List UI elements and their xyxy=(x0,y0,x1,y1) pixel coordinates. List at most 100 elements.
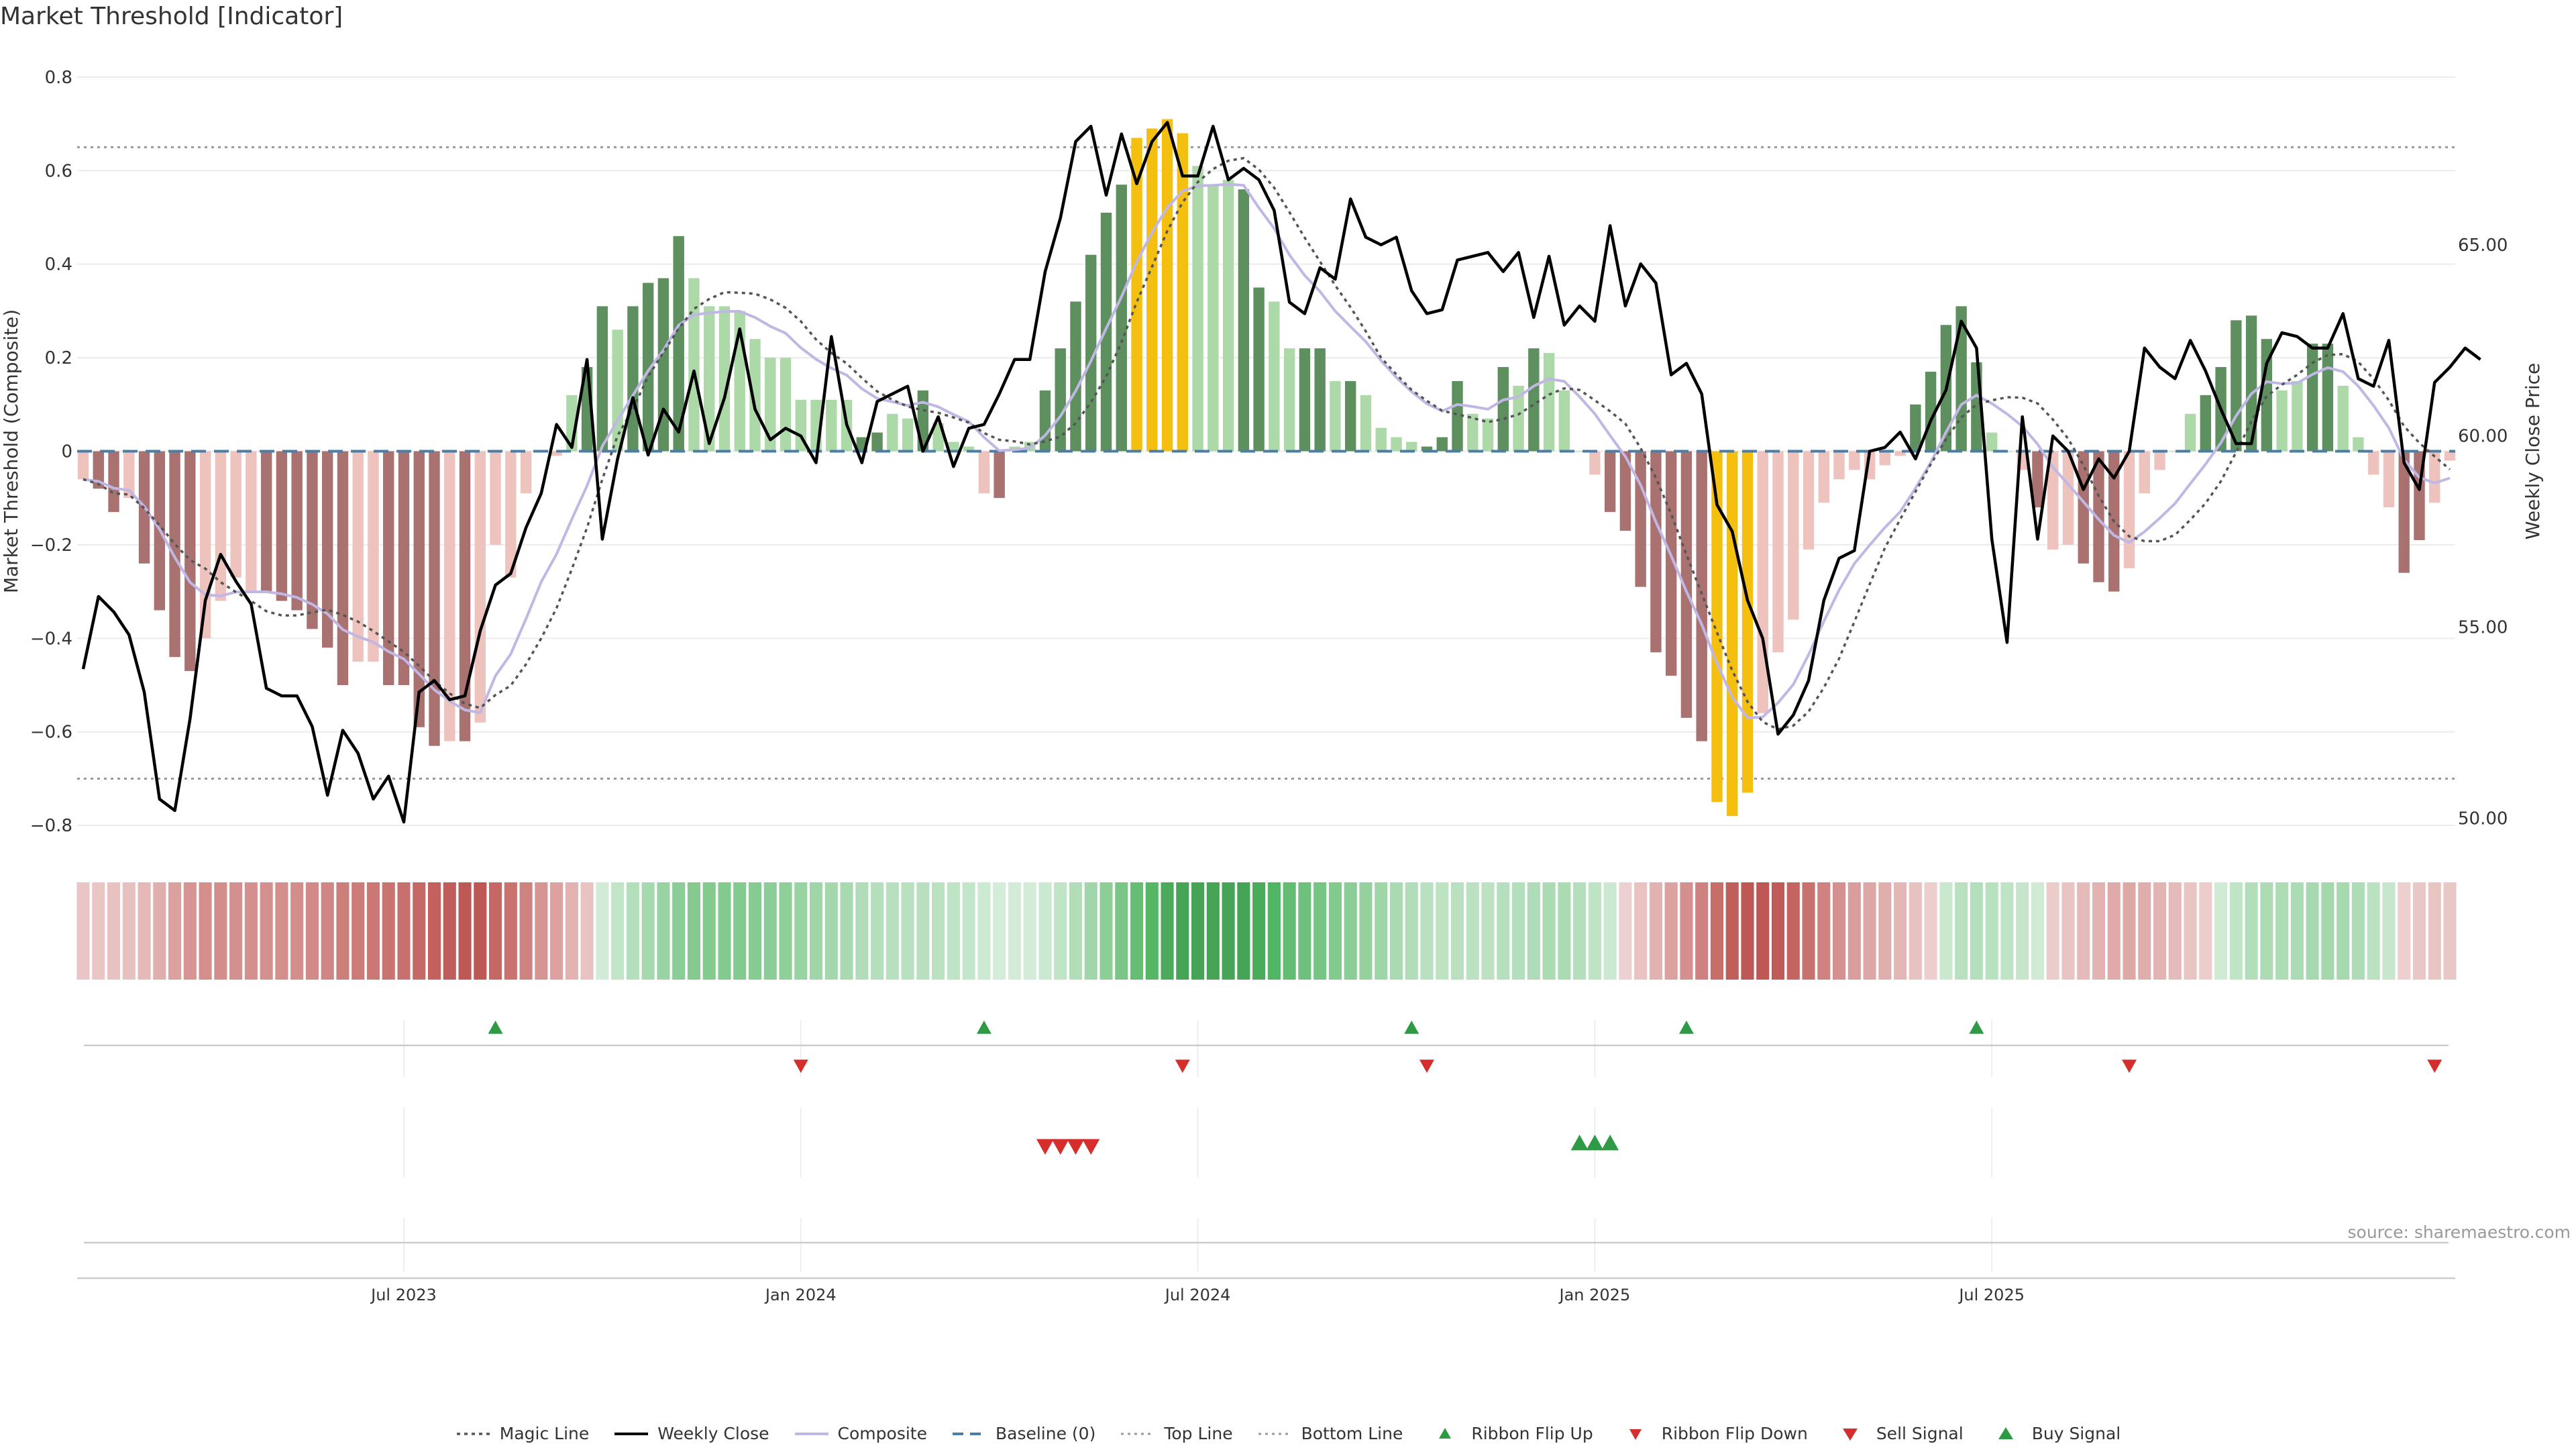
ribbon-segment xyxy=(2275,882,2289,980)
composite-bar xyxy=(1482,418,1494,452)
composite-bar xyxy=(413,451,425,727)
ribbon-flip-down-marker xyxy=(1175,1059,1190,1073)
ribbon-segment xyxy=(1283,882,1296,980)
legend-item: Ribbon Flip Down xyxy=(1617,1424,1808,1443)
ribbon-segment xyxy=(763,882,777,980)
ribbon-segment xyxy=(2168,882,2182,980)
composite-bar xyxy=(1208,185,1219,452)
ribbon-segment xyxy=(1099,882,1113,980)
ribbon-segment xyxy=(1588,882,1601,980)
ribbon-segment xyxy=(1084,882,1097,980)
ribbon-segment xyxy=(1955,882,1968,980)
ribbon-segment xyxy=(382,882,395,980)
composite-bar xyxy=(2032,451,2043,508)
ribbon-segment xyxy=(519,882,533,980)
ribbon-segment xyxy=(1237,882,1250,980)
legend-label: Buy Signal xyxy=(2031,1424,2121,1443)
ribbon-segment xyxy=(107,882,121,980)
legend-label: Weekly Close xyxy=(657,1424,769,1443)
ribbon-segment xyxy=(92,882,105,980)
x-tick-label: Jul 2023 xyxy=(370,1286,437,1304)
ribbon-segment xyxy=(657,882,670,980)
ribbon-segment xyxy=(611,882,625,980)
ribbon-segment xyxy=(1741,882,1754,980)
ribbon-segment xyxy=(1512,882,1525,980)
ribbon-segment xyxy=(1863,882,1876,980)
y-right-tick-label: 65.00 xyxy=(2458,236,2508,256)
composite-bar xyxy=(1741,451,1754,793)
ribbon-segment xyxy=(413,882,426,980)
composite-bar xyxy=(2306,344,2318,452)
composite-bar xyxy=(1269,301,1280,452)
composite-bar xyxy=(887,413,898,452)
ribbon-segment xyxy=(122,882,136,980)
composite-bar xyxy=(1238,189,1250,452)
composite-bar xyxy=(1558,390,1570,452)
composite-bar xyxy=(1161,119,1173,452)
composite-bar xyxy=(169,451,180,658)
ribbon-flip-up-marker xyxy=(1678,1021,1694,1034)
composite-bar xyxy=(749,339,761,452)
legend-label: Ribbon Flip Down xyxy=(1661,1424,1808,1443)
ribbon-segment xyxy=(580,882,594,980)
composite-bar xyxy=(627,306,639,452)
ribbon-segment xyxy=(2290,882,2304,980)
composite-bar xyxy=(123,451,135,499)
ribbon-segment xyxy=(1436,882,1449,980)
composite-bar xyxy=(260,451,272,592)
ribbon-segment xyxy=(596,882,609,980)
ribbon-segment xyxy=(443,882,456,980)
ribbon-segment xyxy=(840,882,853,980)
ribbon-segment xyxy=(550,882,564,980)
ribbon-segment xyxy=(733,882,747,980)
ribbon-segment xyxy=(2321,882,2334,980)
composite-bar xyxy=(994,451,1005,499)
ribbon-segment xyxy=(1894,882,1907,980)
buy-signal-marker xyxy=(1601,1135,1619,1151)
legend-item: Composite xyxy=(794,1424,927,1443)
composite-bar xyxy=(1344,380,1356,452)
ribbon-segment xyxy=(2016,882,2029,980)
ribbon-segment xyxy=(962,882,975,980)
ribbon-segment xyxy=(1710,882,1724,980)
composite-bar xyxy=(1330,380,1341,452)
ribbon-segment xyxy=(229,882,243,980)
composite-bar xyxy=(1039,390,1051,452)
ribbon-segment xyxy=(2184,882,2197,980)
y-tick-label: 0.6 xyxy=(45,161,72,181)
ribbon-segment xyxy=(1771,882,1785,980)
ribbon-segment xyxy=(1206,882,1220,980)
ribbon-segment xyxy=(2412,882,2426,980)
legend-label: Baseline (0) xyxy=(995,1424,1096,1443)
ribbon-segment xyxy=(1191,882,1205,980)
composite-bar xyxy=(765,358,776,452)
composite-bar xyxy=(1192,166,1203,452)
composite-line xyxy=(83,183,2451,720)
composite-bar xyxy=(1543,353,1555,452)
ribbon-segment xyxy=(885,882,899,980)
ribbon-segment xyxy=(2398,882,2411,980)
ribbon-segment xyxy=(366,882,380,980)
ribbon-segment xyxy=(1115,882,1128,980)
ribbon-segment xyxy=(1375,882,1388,980)
ribbon-flip-down-marker xyxy=(1419,1059,1434,1073)
y-right-tick-label: 55.00 xyxy=(2458,618,2508,638)
y-tick-label: 0.2 xyxy=(45,348,72,368)
composite-bar xyxy=(1788,451,1799,620)
composite-bar xyxy=(230,451,241,578)
composite-bar xyxy=(1436,437,1448,452)
ribbon-segment xyxy=(1970,882,1983,980)
composite-bar xyxy=(1283,348,1295,452)
ribbon-flip-up-marker xyxy=(976,1021,991,1034)
ribbon-segment xyxy=(1924,882,1937,980)
legend-item: Ribbon Flip Up xyxy=(1427,1424,1593,1443)
ribbon-segment xyxy=(1069,882,1083,980)
composite-bar xyxy=(612,329,623,452)
ribbon-segment xyxy=(1161,882,1174,980)
composite-bar xyxy=(2200,395,2212,452)
composite-bar xyxy=(2047,451,2059,550)
ribbon-segment xyxy=(168,882,182,980)
dotted-gray-line-icon xyxy=(1258,1433,1292,1435)
composite-bar xyxy=(1727,451,1738,817)
